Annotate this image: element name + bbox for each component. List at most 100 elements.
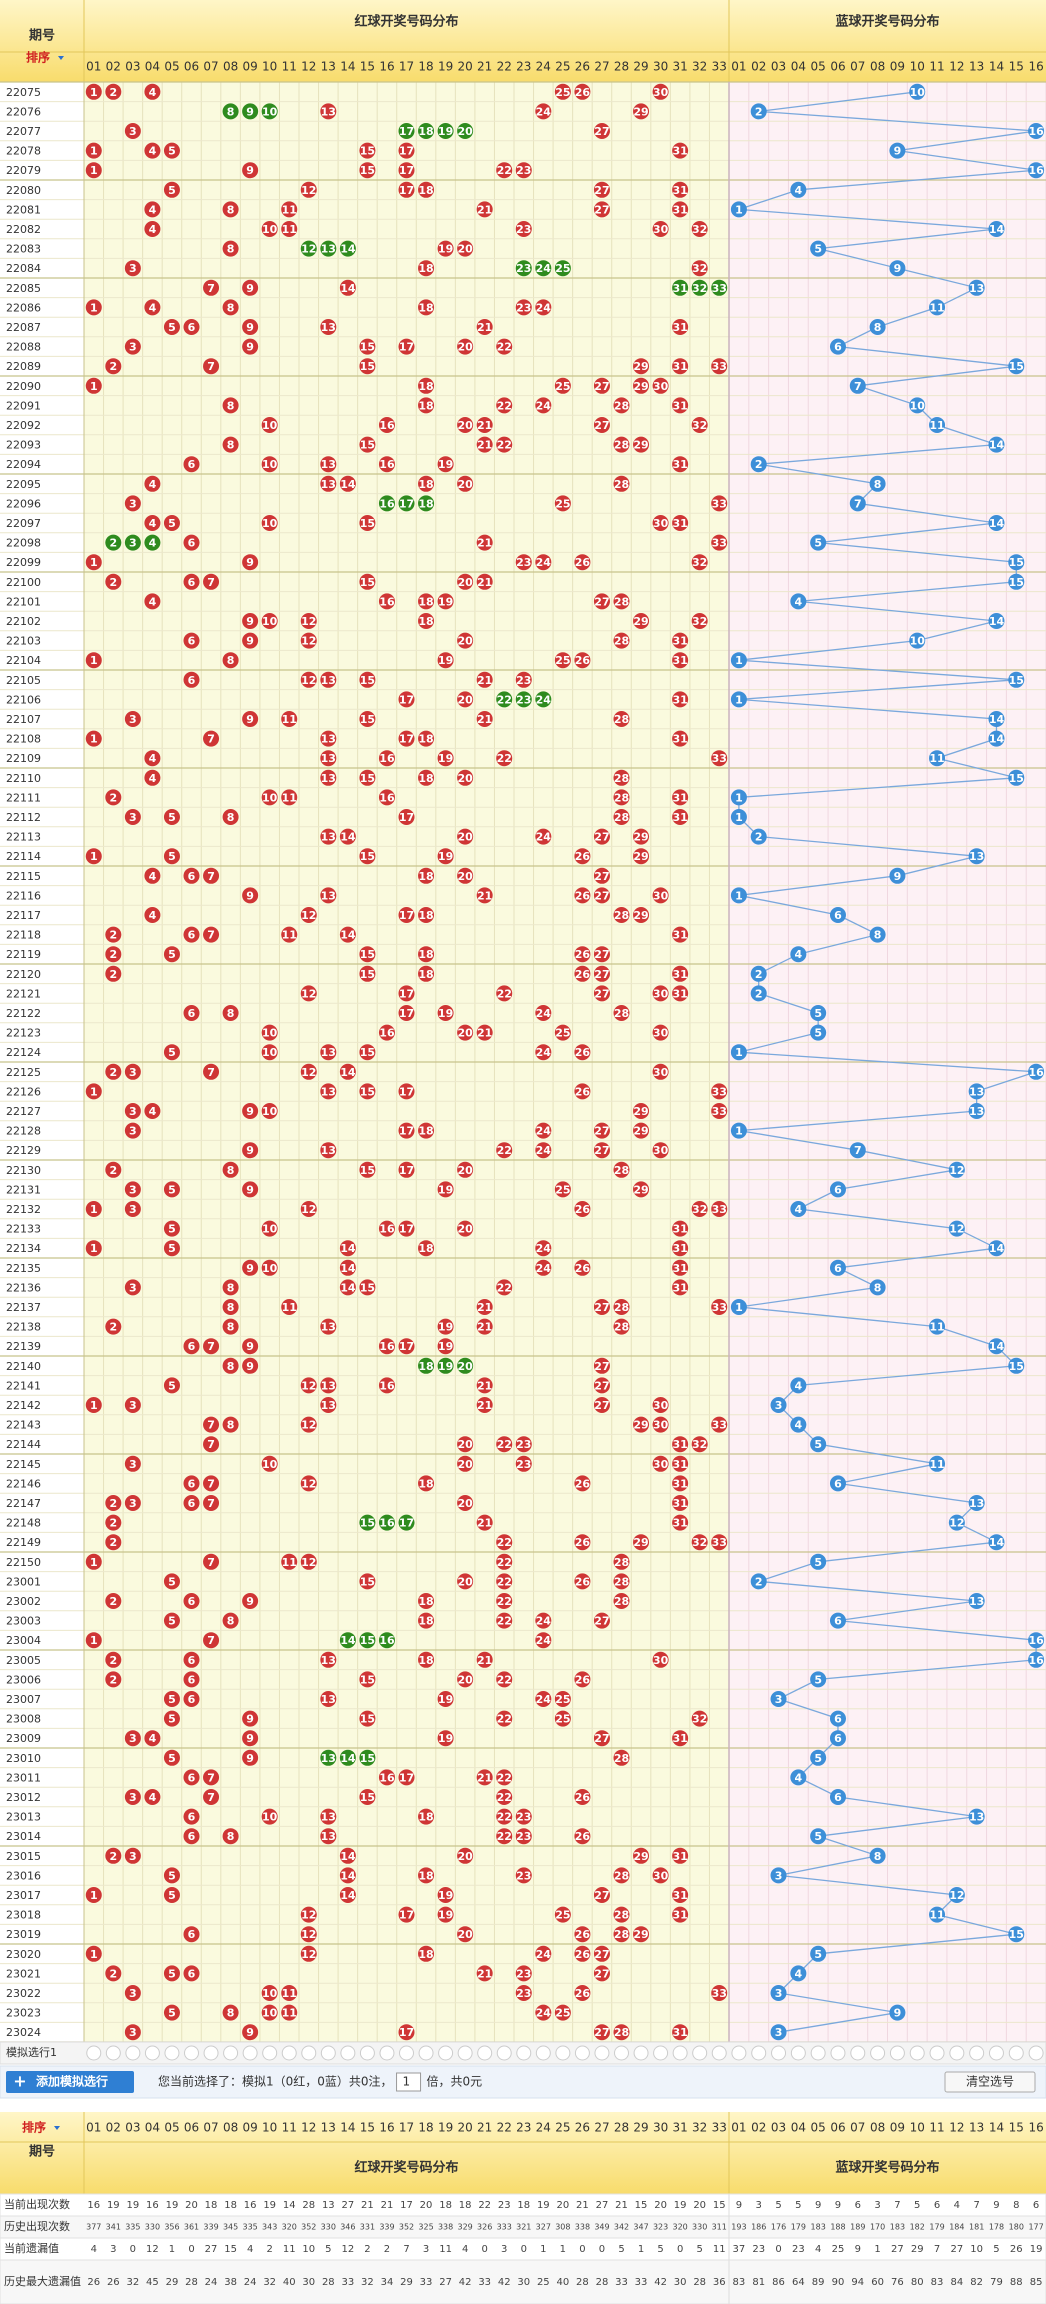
red-ball <box>261 1044 278 1061</box>
simulation-red-slot[interactable] <box>496 2045 512 2061</box>
simulation-red-slot[interactable] <box>144 2045 160 2061</box>
simulation-red-slot[interactable] <box>301 2045 317 2061</box>
simulation-red-slot[interactable] <box>359 2045 375 2061</box>
simulation-red-slot[interactable] <box>477 2045 493 2061</box>
stats-value: 352 <box>399 2223 414 2232</box>
red-ball-number: 28 <box>614 1575 629 1588</box>
simulation-red-slot[interactable] <box>418 2045 434 2061</box>
simulation-red-slot[interactable] <box>457 2045 473 2061</box>
simulation-blue-slot[interactable] <box>830 2045 846 2061</box>
blue-ball <box>730 789 747 806</box>
red-ball <box>613 1593 630 1609</box>
simulation-blue-slot[interactable] <box>1008 2045 1024 2061</box>
red-ball <box>711 1985 728 2001</box>
simulation-red-slot[interactable] <box>633 2045 649 2061</box>
simulation-red-slot[interactable] <box>614 2045 629 2061</box>
period: 23009 <box>6 1732 41 1745</box>
red-ball-number: 18 <box>418 380 433 393</box>
stats-value: 356 <box>164 2223 179 2232</box>
red-ball <box>437 240 454 257</box>
simulation-blue-slot[interactable] <box>949 2045 965 2061</box>
simulation-red-slot[interactable] <box>594 2045 610 2061</box>
simulation-blue-slot[interactable] <box>909 2045 925 2061</box>
simulation-blue-slot[interactable] <box>771 2045 787 2061</box>
simulation-blue-slot[interactable] <box>810 2045 826 2061</box>
stats-value: 352 <box>301 2223 316 2232</box>
simulation-red-slot[interactable] <box>535 2045 551 2061</box>
red-ball <box>418 397 435 414</box>
simulation-blue-slot[interactable] <box>731 2045 747 2061</box>
simulation-red-slot[interactable] <box>672 2045 688 2061</box>
red-ball <box>593 2024 610 2041</box>
simulation-red-slot[interactable] <box>262 2045 278 2061</box>
simulation-red-slot[interactable] <box>399 2045 414 2061</box>
simulation-red-slot[interactable] <box>320 2045 336 2061</box>
simulation-blue-slot[interactable] <box>751 2045 767 2061</box>
period: 22120 <box>6 968 41 981</box>
simulation-red-slot[interactable] <box>223 2045 239 2061</box>
sort-button[interactable]: 排序 <box>22 2120 46 2135</box>
simulation-red-slot[interactable] <box>242 2045 258 2061</box>
red-ball <box>593 1612 610 1629</box>
simulation-red-slot[interactable] <box>105 2045 121 2061</box>
simulation-red-slot[interactable] <box>379 2045 395 2061</box>
red-ball <box>359 142 376 159</box>
red-ball <box>398 1161 415 1178</box>
simulation-blue-slot[interactable] <box>850 2045 866 2061</box>
simulation-red-slot[interactable] <box>340 2045 356 2061</box>
red-ball-number: 21 <box>477 889 492 902</box>
red-ball <box>672 1475 689 1492</box>
red-ball <box>281 1299 298 1315</box>
simulation-red-slot[interactable] <box>555 2045 571 2061</box>
add-simulation-button[interactable] <box>6 2071 134 2093</box>
red-ball <box>496 1612 513 1629</box>
blue-ball <box>889 2004 906 2021</box>
blue-ball <box>909 83 926 100</box>
red-ball <box>672 1455 689 1472</box>
blue-ball <box>1008 554 1025 571</box>
red-ball-number: 26 <box>575 1673 591 1686</box>
stats-value: 20 <box>420 2200 433 2211</box>
simulation-blue-slot[interactable] <box>889 2045 905 2061</box>
stats-value: 29 <box>911 2244 924 2255</box>
simulation-red-slot[interactable] <box>86 2045 102 2061</box>
clear-button[interactable] <box>944 2071 1036 2093</box>
red-ball <box>652 1416 669 1433</box>
simulation-red-slot[interactable] <box>711 2045 727 2061</box>
simulation-red-slot[interactable] <box>281 2045 297 2061</box>
simulation-blue-slot[interactable] <box>1028 2045 1044 2061</box>
red-ball-number: 27 <box>594 870 609 883</box>
simulation-red-slot[interactable] <box>516 2045 532 2061</box>
red-ball-number: 9 <box>246 556 254 569</box>
red-number: 23 <box>516 60 531 74</box>
simulation-red-slot[interactable] <box>164 2045 180 2061</box>
simulation-blue-slot[interactable] <box>790 2045 806 2061</box>
period: 22114 <box>6 850 41 863</box>
blue-ball <box>730 1122 747 1139</box>
red-ball <box>476 1769 493 1786</box>
stats-value: 28 <box>322 2277 335 2288</box>
simulation-red-slot[interactable] <box>125 2045 141 2061</box>
simulation-blue-slot[interactable] <box>870 2045 886 2061</box>
period: 22108 <box>6 733 41 746</box>
simulation-red-slot[interactable] <box>692 2045 708 2061</box>
simulation-blue-slot[interactable] <box>988 2045 1004 2061</box>
sort-button[interactable]: 排序 <box>26 50 50 65</box>
red-ball-number: 14 <box>340 1869 356 1882</box>
simulation-red-slot[interactable] <box>438 2045 454 2061</box>
simulation-red-slot[interactable] <box>653 2045 669 2061</box>
multiple-input[interactable] <box>396 2072 422 2092</box>
red-number: 27 <box>594 60 609 74</box>
simulation-red-slot[interactable] <box>184 2045 199 2061</box>
simulation-red-slot[interactable] <box>574 2045 590 2061</box>
red-ball <box>144 201 161 218</box>
red-ball-number: 21 <box>477 1321 492 1334</box>
simulation-red-slot[interactable] <box>203 2045 219 2061</box>
red-ball-number: 14 <box>340 1242 356 1255</box>
blue-ball-number: 1 <box>735 1125 743 1138</box>
simulation-blue-slot[interactable] <box>969 2045 985 2061</box>
red-ball <box>339 475 356 492</box>
red-ball-number: 29 <box>633 360 648 373</box>
simulation-blue-slot[interactable] <box>929 2045 945 2061</box>
red-ball <box>398 2024 415 2041</box>
